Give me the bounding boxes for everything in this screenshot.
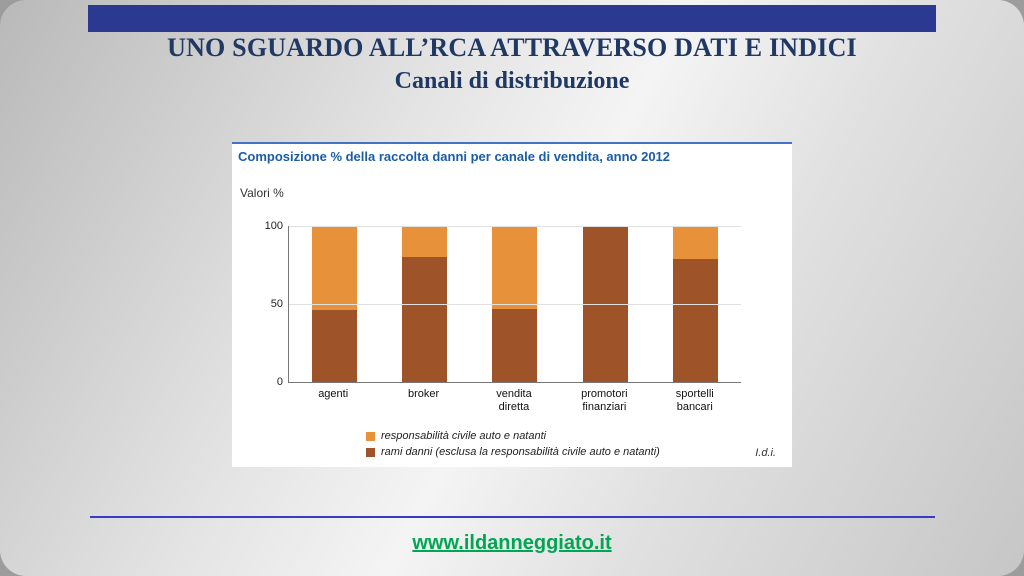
chart-y-axis-label: Valori %: [240, 186, 284, 200]
footer-link[interactable]: www.ildanneggiato.it: [412, 532, 612, 554]
bar-segment: [402, 257, 448, 382]
legend-swatch: [366, 447, 375, 457]
slide-subtitle: Canali di distribuzione: [394, 68, 630, 94]
x-axis-labels: agenti broker vendita diretta promotori fin…: [288, 388, 740, 414]
legend-swatch: [366, 431, 375, 441]
slide-title: UNO SGUARDO ALL’RCA ATTRAVERSO DATI E IN…: [167, 33, 857, 62]
plot-area: 0 50 100: [265, 220, 741, 388]
chart-source: I.d.i.: [755, 447, 776, 459]
x-axis-label: agenti: [318, 388, 349, 400]
chart-legend: responsabilità civile auto e natanti rami…: [366, 430, 660, 458]
bar-segment: [492, 308, 538, 382]
legend-item: responsabilità civile auto e natanti: [366, 430, 660, 442]
bar-segment: [311, 226, 357, 311]
x-axis-label: promotori finanziari: [581, 388, 628, 414]
bar-broker: [402, 226, 448, 382]
chart-panel: Composizione % della raccolta danni per …: [232, 142, 792, 467]
legend-label: rami danni (esclusa la responsabilità ci…: [381, 446, 660, 458]
y-tick-0: 0: [276, 376, 283, 388]
bars-container: [289, 226, 741, 382]
footer: www.ildanneggiato.it: [0, 532, 1024, 555]
gridline-50: [289, 304, 741, 305]
x-axis-label: sportelli bancari: [675, 388, 714, 414]
bar-segment: [673, 226, 719, 259]
bar-vendita-diretta: [492, 226, 538, 382]
y-tick-50: 50: [270, 298, 283, 310]
bar-segment: [673, 258, 719, 382]
legend-item: rami danni (esclusa la responsabilità ci…: [366, 446, 660, 458]
footer-divider: [90, 516, 935, 518]
legend-label: responsabilità civile auto e natanti: [381, 430, 547, 442]
x-axis-label: broker: [407, 388, 440, 400]
bar-segment: [492, 226, 538, 309]
bar-segment: [311, 310, 357, 382]
y-tick-100: 100: [264, 220, 283, 232]
bar-segment: [402, 226, 448, 258]
bar-sportelli-bancari: [673, 226, 719, 382]
header-band: [88, 5, 936, 32]
bar-agenti: [311, 226, 357, 382]
gridline-100: [289, 226, 741, 227]
x-axis-label: vendita diretta: [496, 388, 532, 414]
chart-title: Composizione % della raccolta danni per …: [238, 149, 671, 164]
